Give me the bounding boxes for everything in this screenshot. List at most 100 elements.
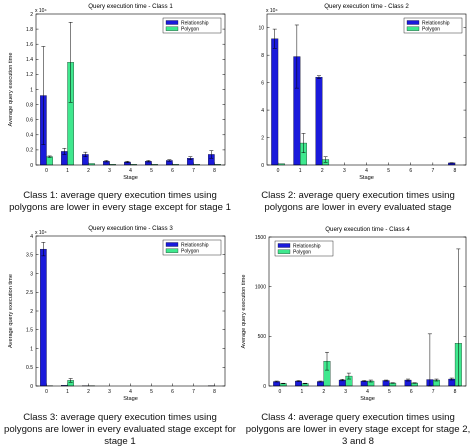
x-tick-label: 7 — [192, 168, 195, 174]
x-tick-label: 2 — [87, 168, 90, 174]
y-exponent: x 10⁴ — [266, 8, 278, 14]
y-tick-label: 4 — [261, 108, 264, 114]
y-tick-label: 0.5 — [26, 365, 33, 371]
y-tick-label: 2 — [30, 309, 33, 315]
chart-class-3: Query execution time - Class 3 x 10⁴ Avera… — [0, 222, 237, 412]
x-tick-label: 4 — [129, 168, 132, 174]
x-tick-label: 0 — [277, 168, 280, 174]
y-tick-label: 2 — [30, 12, 33, 18]
x-tick-label: 5 — [387, 168, 390, 174]
legend-label-polygon: Polygon — [181, 27, 199, 33]
x-tick-label: 1 — [66, 389, 69, 395]
x-tick-label: 0 — [279, 389, 282, 395]
x-axis-label: Stage — [123, 175, 138, 181]
y-tick-label: 1 — [30, 87, 33, 93]
y-tick-label: 8 — [261, 53, 264, 59]
x-tick-label: 7 — [192, 389, 195, 395]
legend-label-relationship: Relationship — [181, 243, 209, 249]
x-tick-label: 8 — [213, 389, 216, 395]
x-tick-label: 6 — [410, 389, 413, 395]
chart-class-1-svg: Query execution time - Class 1 x 10⁴ Avera… — [0, 0, 237, 190]
x-tick-label: 5 — [150, 168, 153, 174]
chart-class-2: Query execution time - Class 2 x 10⁴ Stage… — [237, 0, 474, 190]
x-tick-label: 6 — [171, 389, 174, 395]
plot-frame — [36, 236, 225, 386]
x-tick-label: 7 — [431, 168, 434, 174]
x-tick-label: 7 — [432, 389, 435, 395]
x-tick-label: 2 — [321, 168, 324, 174]
plot-frame — [36, 14, 225, 165]
x-tick-label: 3 — [343, 168, 346, 174]
x-tick-label: 3 — [344, 389, 347, 395]
legend-swatch-polygon — [166, 249, 178, 253]
chart-title: Query execution time - Class 2 — [324, 3, 409, 10]
x-axis-label: Stage — [123, 396, 138, 402]
bar-relationship-stage-2 — [316, 77, 323, 165]
y-tick-label: 0 — [263, 384, 266, 390]
bar-relationship-stage-0 — [40, 249, 46, 386]
y-tick-label: 1.5 — [26, 328, 33, 334]
chart-class-1: Query execution time - Class 1 x 10⁴ Avera… — [0, 0, 237, 190]
y-exponent: x 10⁴ — [35, 8, 47, 14]
y-exponent: x 10⁴ — [35, 230, 47, 236]
legend-swatch-polygon — [407, 27, 419, 31]
caption-class-1: Class 1: average query execution times u… — [4, 190, 236, 214]
chart-title: Query execution time - Class 1 — [88, 3, 173, 10]
legend-label-relationship: Relationship — [422, 21, 450, 27]
chart-title: Query execution time - Class 3 — [88, 225, 173, 232]
x-tick-label: 8 — [454, 168, 457, 174]
y-tick-label: 10 — [258, 26, 264, 32]
x-tick-label: 6 — [409, 168, 412, 174]
legend-label-relationship: Relationship — [293, 244, 321, 250]
x-tick-label: 1 — [299, 168, 302, 174]
y-tick-label: 6 — [261, 80, 264, 86]
y-axis-label: Average query execution time — [8, 53, 14, 127]
y-tick-label: 500 — [258, 334, 267, 340]
y-tick-label: 0.6 — [26, 118, 33, 124]
legend-label-relationship: Relationship — [181, 21, 209, 27]
x-tick-label: 2 — [322, 389, 325, 395]
y-tick-label: 1.2 — [26, 72, 33, 78]
chart-class-2-svg: Query execution time - Class 2 x 10⁴ Stage… — [237, 0, 474, 190]
chart-class-3-svg: Query execution time - Class 3 x 10⁴ Avera… — [0, 222, 237, 412]
y-tick-label: 0 — [261, 163, 264, 169]
y-tick-label: 1.4 — [26, 57, 33, 63]
y-tick-label: 4 — [30, 234, 33, 240]
y-tick-label: 0.4 — [26, 133, 33, 139]
y-tick-label: 2.5 — [26, 290, 33, 296]
y-tick-label: 2 — [261, 135, 264, 141]
x-tick-label: 6 — [171, 168, 174, 174]
plot-frame — [269, 237, 466, 386]
x-tick-label: 1 — [66, 168, 69, 174]
y-axis-label: Average query execution time — [8, 274, 14, 348]
legend-swatch-relationship — [166, 21, 178, 25]
y-axis-label: Average query execution time — [241, 275, 247, 349]
legend-swatch-relationship — [166, 243, 178, 247]
y-tick-label: 1000 — [255, 284, 266, 290]
x-tick-label: 2 — [87, 389, 90, 395]
y-tick-label: 1.8 — [26, 27, 33, 33]
x-tick-label: 5 — [150, 389, 153, 395]
y-tick-label: 1.6 — [26, 42, 33, 48]
legend-swatch-relationship — [278, 244, 290, 248]
x-tick-label: 3 — [108, 168, 111, 174]
y-tick-label: 0.8 — [26, 102, 33, 108]
x-axis-label: Stage — [359, 175, 374, 181]
caption-class-3: Class 3: average query execution times u… — [4, 412, 236, 448]
y-tick-label: 0 — [30, 384, 33, 390]
x-tick-label: 1 — [300, 389, 303, 395]
x-tick-label: 0 — [45, 389, 48, 395]
caption-class-2: Class 2: average query execution times u… — [242, 190, 474, 214]
legend-label-polygon: Polygon — [181, 249, 199, 255]
legend-label-polygon: Polygon — [422, 27, 440, 33]
legend-label-polygon: Polygon — [293, 250, 311, 256]
x-tick-label: 4 — [365, 168, 368, 174]
x-tick-label: 4 — [129, 389, 132, 395]
x-tick-label: 8 — [213, 168, 216, 174]
bar-relationship-stage-0 — [271, 39, 278, 165]
legend-swatch-polygon — [278, 250, 290, 254]
legend-swatch-polygon — [166, 27, 178, 31]
y-tick-label: 1500 — [255, 235, 266, 241]
